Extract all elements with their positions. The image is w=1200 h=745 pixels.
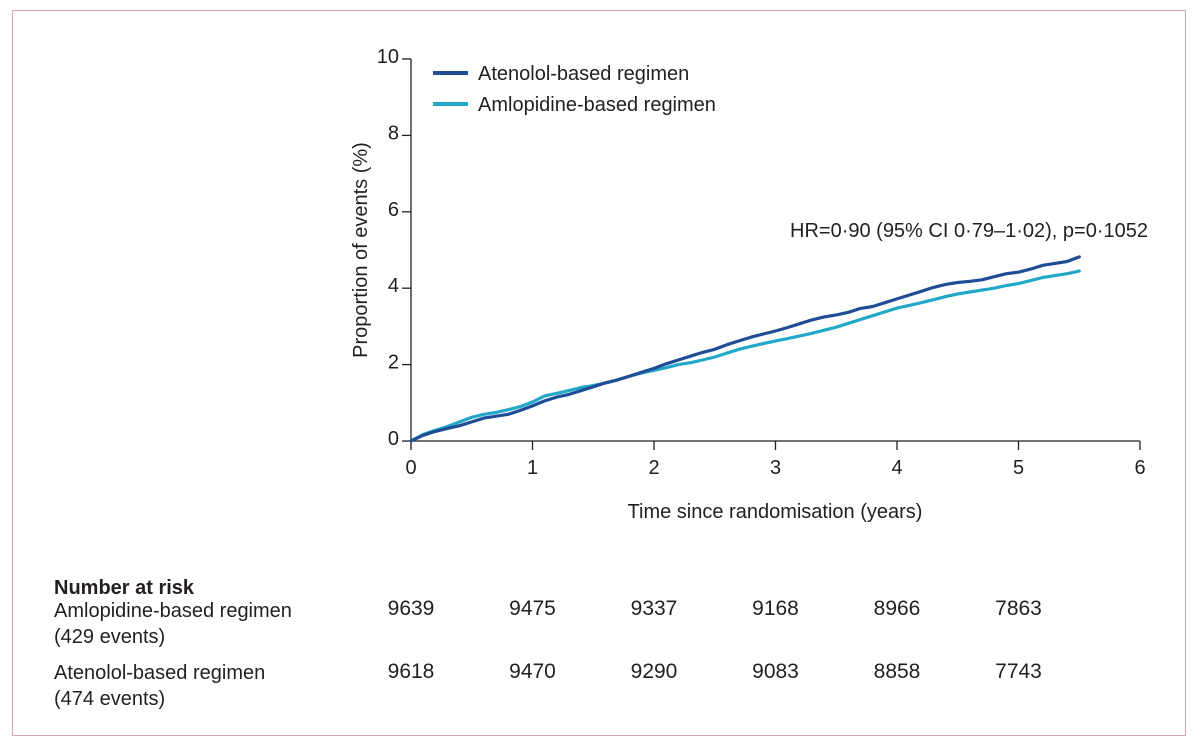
x-tick-label: 3 bbox=[770, 457, 781, 479]
risk-row-label-atenolol: Atenolol-based regimen bbox=[54, 662, 266, 684]
x-tick-label: 0 bbox=[405, 457, 416, 479]
y-tick-label: 2 bbox=[388, 352, 399, 374]
risk-row-events-amlopidine: (429 events) bbox=[54, 626, 166, 648]
risk-count: 7743 bbox=[995, 660, 1042, 683]
x-tick-label: 5 bbox=[1013, 457, 1024, 479]
y-axis-label: Proportion of events (%) bbox=[350, 142, 372, 358]
y-tick-label: 4 bbox=[388, 275, 399, 297]
y-tick-label: 10 bbox=[377, 46, 399, 68]
risk-count: 9168 bbox=[752, 597, 799, 620]
x-tick-label: 4 bbox=[891, 457, 902, 479]
y-tick-label: 8 bbox=[388, 122, 399, 144]
series-layer bbox=[409, 255, 1081, 443]
y-tick-label: 0 bbox=[388, 428, 399, 450]
risk-count: 9639 bbox=[387, 597, 435, 620]
y-tick-label: 6 bbox=[388, 199, 399, 221]
axes: 0 1 2 3 4 5 6 0 2 4 6 8 10 bbox=[377, 46, 1146, 479]
risk-row-label-amlopidine: Amlopidine-based regimen bbox=[54, 600, 292, 622]
km-chart: 0 1 2 3 4 5 6 0 2 4 6 8 10 Atenolol-based regimen Aml… bbox=[350, 46, 1148, 523]
risk-count: 7863 bbox=[995, 597, 1042, 620]
risk-row-events-atenolol: (474 events) bbox=[54, 688, 166, 710]
x-tick-label: 6 bbox=[1134, 457, 1145, 479]
x-tick-label: 1 bbox=[527, 457, 538, 479]
risk-count: 9290 bbox=[630, 660, 678, 683]
risk-count: 9470 bbox=[509, 660, 556, 683]
series-line-atenolol bbox=[409, 255, 1081, 443]
figure-frame bbox=[12, 10, 1186, 736]
risk-count: 9475 bbox=[509, 597, 556, 620]
series-line-amlopidine bbox=[409, 269, 1081, 443]
risk-count: 9618 bbox=[387, 660, 435, 683]
x-axis-label: Time since randomisation (years) bbox=[628, 501, 923, 523]
legend-label: Atenolol-based regimen bbox=[478, 63, 689, 85]
legend: Atenolol-based regimen Amlopidine-based r… bbox=[433, 63, 716, 116]
risk-count: 8858 bbox=[873, 660, 921, 683]
risk-count: 9337 bbox=[630, 597, 678, 620]
legend-label: Amlopidine-based regimen bbox=[478, 94, 716, 116]
risk-count: 9083 bbox=[752, 660, 799, 683]
x-tick-label: 2 bbox=[648, 457, 659, 479]
hazard-ratio-annotation: HR=0·90 (95% CI 0·79–1·02), p=0·1052 bbox=[790, 220, 1148, 242]
risk-count: 8966 bbox=[873, 597, 921, 620]
risk-table-title: Number at risk bbox=[54, 577, 195, 599]
